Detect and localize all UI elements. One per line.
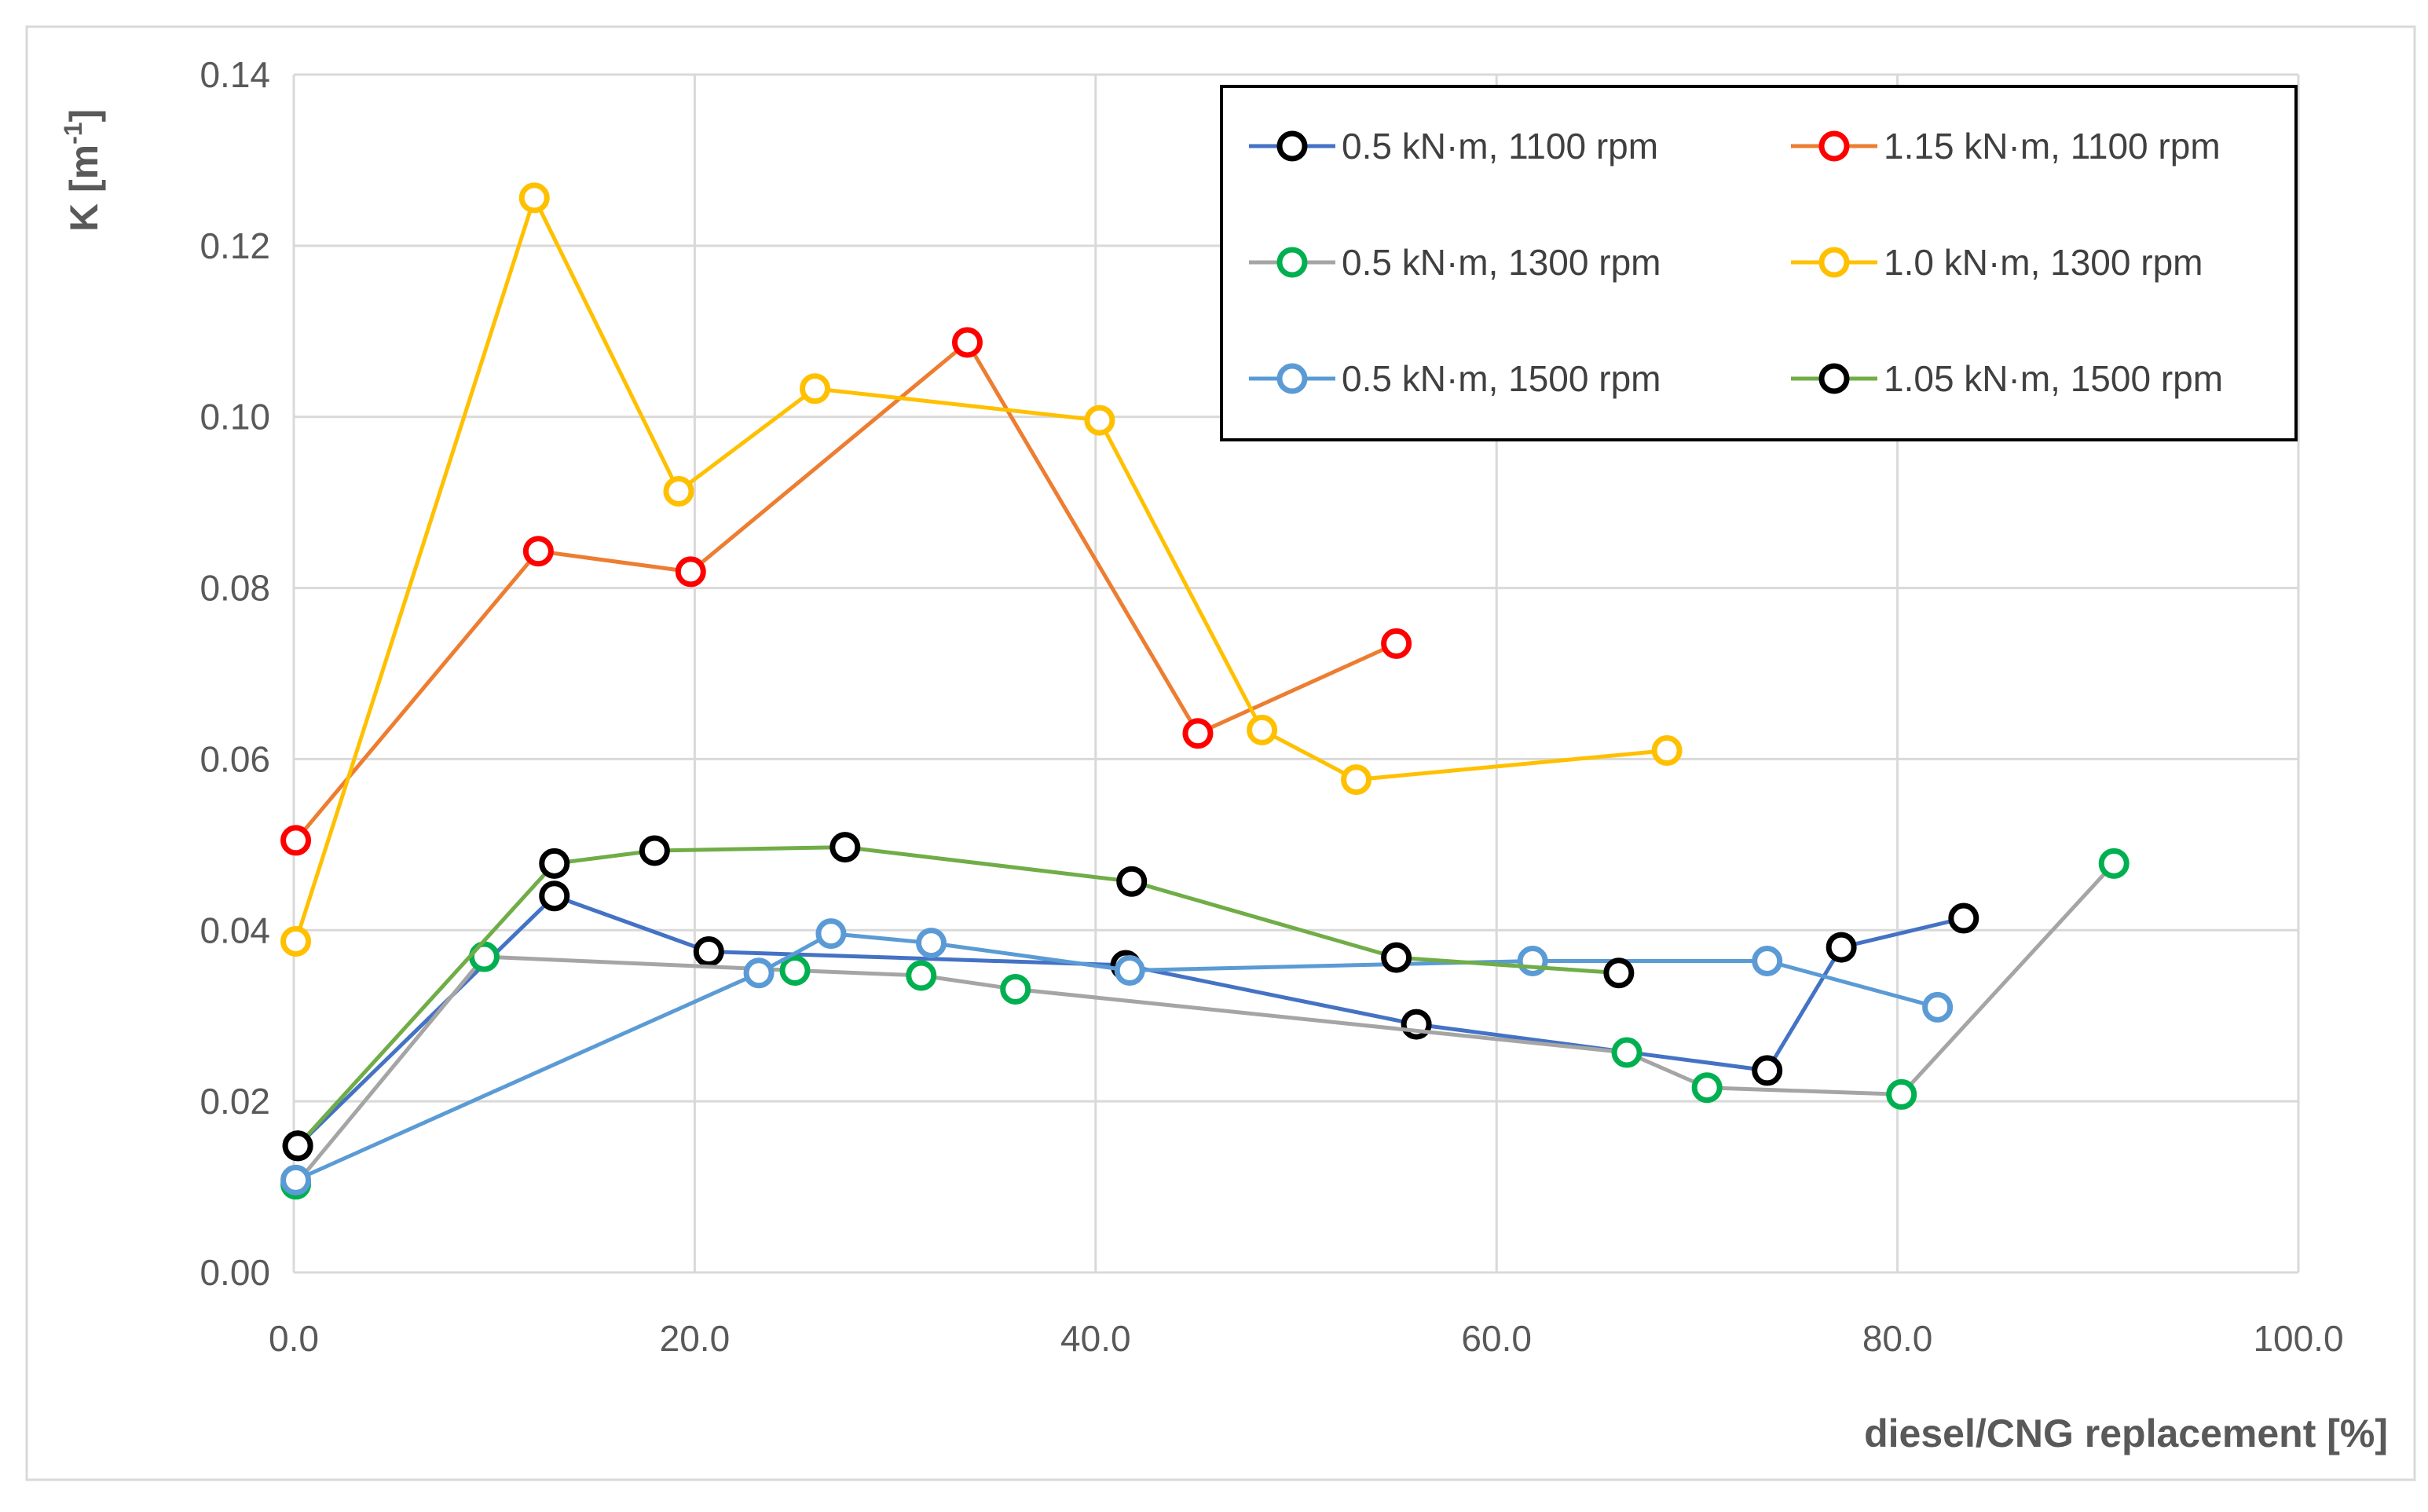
legend-entry: 0.5 kN·m, 1500 rpm <box>1249 358 1661 399</box>
data-point <box>1752 946 1783 976</box>
data-point <box>639 835 670 866</box>
data-point <box>539 848 570 879</box>
y-axis-title: K [m-1] <box>59 109 106 232</box>
series-4 <box>280 182 1683 957</box>
data-point <box>815 918 847 950</box>
data-point <box>829 832 861 863</box>
data-point <box>1341 764 1372 796</box>
legend-marker <box>1818 130 1850 162</box>
data-point <box>1114 954 1145 986</box>
legend-marker <box>1818 363 1850 394</box>
data-point <box>916 928 947 959</box>
data-point <box>906 960 937 991</box>
legend-entry: 1.05 kN·m, 1500 rpm <box>1791 358 2223 399</box>
data-point <box>518 182 550 214</box>
x-tick-label: 20.0 <box>660 1318 731 1359</box>
legend-label: 1.05 kN·m, 1500 rpm <box>1884 358 2223 399</box>
series-2 <box>280 327 1412 856</box>
data-point <box>800 373 831 405</box>
y-tick-label: 0.10 <box>200 397 270 437</box>
series-line <box>296 894 1965 1148</box>
data-point <box>280 825 312 856</box>
data-point <box>779 954 811 986</box>
data-point <box>522 536 554 567</box>
data-point <box>280 925 312 957</box>
y-tick-label: 0.00 <box>200 1252 270 1293</box>
legend-marker <box>1276 247 1308 278</box>
data-point <box>1182 718 1214 749</box>
x-tick-label: 40.0 <box>1060 1318 1131 1359</box>
x-tick-label: 80.0 <box>1862 1318 1933 1359</box>
legend-entry: 0.5 kN·m, 1300 rpm <box>1249 242 1661 283</box>
y-tick-label: 0.02 <box>200 1081 270 1122</box>
legend-entry: 1.15 kN·m, 1100 rpm <box>1791 126 2221 167</box>
data-point <box>2098 848 2130 879</box>
legend: 0.5 kN·m, 1100 rpm 1.15 kN·m, 1100 rpm 0.5… <box>1220 85 2298 441</box>
x-tick-label: 0.0 <box>269 1318 319 1359</box>
x-tick-label: 60.0 <box>1461 1318 1532 1359</box>
y-tick-label: 0.14 <box>200 54 270 95</box>
data-point <box>663 475 694 507</box>
data-point <box>1886 1078 1917 1110</box>
data-point <box>1922 991 1954 1023</box>
legend-entry: 1.0 kN·m, 1300 rpm <box>1791 242 2203 283</box>
data-point <box>743 957 775 989</box>
data-point <box>539 880 570 912</box>
x-axis-title: diesel/CNG replacement [%] <box>1864 1411 2388 1455</box>
data-point <box>1381 942 1412 973</box>
data-point <box>280 1164 312 1195</box>
data-point <box>1948 902 1979 934</box>
y-tick-label: 0.12 <box>200 225 270 266</box>
data-point <box>693 936 724 968</box>
y-axis-title-sup: -1 <box>59 122 87 144</box>
legend-marker <box>1276 363 1308 394</box>
data-point <box>1752 1055 1783 1086</box>
data-point <box>1826 932 1857 963</box>
data-point <box>951 327 983 358</box>
data-point <box>1116 866 1148 897</box>
series-5 <box>280 918 1954 1195</box>
legend-label: 1.0 kN·m, 1300 rpm <box>1884 242 2203 283</box>
legend-label: 1.15 kN·m, 1100 rpm <box>1884 126 2221 167</box>
series-layer <box>280 182 2130 1200</box>
series-6 <box>282 832 1635 1162</box>
data-point <box>1603 957 1635 989</box>
data-point <box>1611 1037 1642 1068</box>
legend-entry: 0.5 kN·m, 1100 rpm <box>1249 126 1658 167</box>
legend-entries: 0.5 kN·m, 1100 rpm 1.15 kN·m, 1100 rpm 0.5… <box>1249 126 2223 399</box>
legend-marker <box>1818 247 1850 278</box>
data-point <box>1381 628 1412 659</box>
data-point <box>282 1130 313 1162</box>
legend-box <box>1220 85 2298 441</box>
legend-marker <box>1276 130 1308 162</box>
legend-label: 0.5 kN·m, 1500 rpm <box>1342 358 1661 399</box>
series-3 <box>280 848 2130 1200</box>
data-point <box>675 556 706 588</box>
data-point <box>1651 735 1683 767</box>
series-line <box>294 340 1397 842</box>
axis-layer: 0.00 0.02 0.04 0.06 0.08 0.10 0.12 0.14 0.0 20.0 4… <box>200 54 2343 1359</box>
data-point <box>1000 973 1031 1005</box>
data-point <box>1517 946 1548 976</box>
data-point <box>1247 714 1278 745</box>
y-tick-label: 0.08 <box>200 568 270 609</box>
y-axis-title-close: ] <box>62 109 106 123</box>
data-point <box>1691 1072 1723 1104</box>
x-tick-label: 100.0 <box>2253 1318 2343 1359</box>
legend-label: 0.5 kN·m, 1300 rpm <box>1342 242 1661 283</box>
legend-label: 0.5 kN·m, 1100 rpm <box>1342 126 1658 167</box>
data-point <box>1084 405 1115 436</box>
y-axis-title-main: K [m <box>62 145 106 232</box>
y-tick-label: 0.04 <box>200 910 270 950</box>
series-line <box>294 196 1668 943</box>
y-tick-label: 0.06 <box>200 738 270 779</box>
